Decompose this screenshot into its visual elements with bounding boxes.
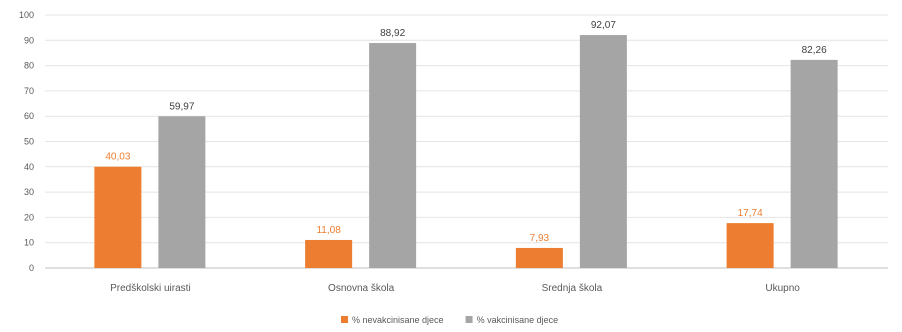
y-tick-label: 0 [29, 263, 34, 273]
data-label: 88,92 [380, 28, 405, 39]
bar-vakcinisane [369, 43, 417, 269]
y-tick-label: 40 [24, 162, 34, 172]
bar-nevakcinisane [305, 239, 353, 268]
data-label: 7,93 [530, 233, 550, 244]
legend-swatch [465, 316, 473, 323]
data-label: 82,26 [802, 45, 827, 56]
category-label: Predškolski uirasti [110, 283, 191, 294]
data-label: 40,03 [105, 152, 130, 163]
data-label: 59,97 [169, 101, 194, 112]
legend-label: % nevakcinisane djece [352, 315, 444, 325]
legend-label: % vakcinisane djece [477, 315, 559, 325]
y-axis-ticks: 0 10 20 30 40 50 60 70 80 90 100 [19, 10, 34, 273]
category-label: Srednja škola [542, 283, 603, 294]
legend: % nevakcinisane djece % vakcinisane djece [341, 315, 558, 325]
bar-vakcinisane [790, 59, 838, 268]
y-tick-label: 80 [24, 61, 34, 71]
bars [94, 35, 838, 269]
y-tick-label: 90 [24, 35, 34, 45]
data-label: 11,08 [316, 225, 341, 236]
y-tick-label: 70 [24, 86, 34, 96]
x-axis-categories: Predškolski uirasti Osnovna škola Srednja … [110, 283, 800, 294]
bar-nevakcinisane [94, 166, 142, 268]
y-tick-label: 30 [24, 187, 34, 197]
category-label: Osnovna škola [328, 283, 395, 294]
legend-swatch [341, 316, 348, 323]
bar-vakcinisane [158, 116, 206, 268]
y-tick-label: 60 [24, 111, 34, 121]
y-tick-label: 10 [24, 238, 34, 248]
data-label: 92,07 [591, 20, 616, 31]
y-tick-label: 100 [19, 10, 34, 20]
category-label: Ukupno [765, 283, 800, 294]
data-labels: 40,03 59,97 11,08 88,92 7,93 92,07 17,74 82,26 [105, 20, 827, 244]
bar-nevakcinisane [515, 247, 563, 268]
bar-vakcinisane [579, 35, 627, 269]
bar-nevakcinisane [726, 223, 774, 268]
y-tick-label: 20 [24, 212, 34, 222]
y-tick-label: 50 [24, 137, 34, 147]
data-label: 17,74 [738, 208, 763, 219]
